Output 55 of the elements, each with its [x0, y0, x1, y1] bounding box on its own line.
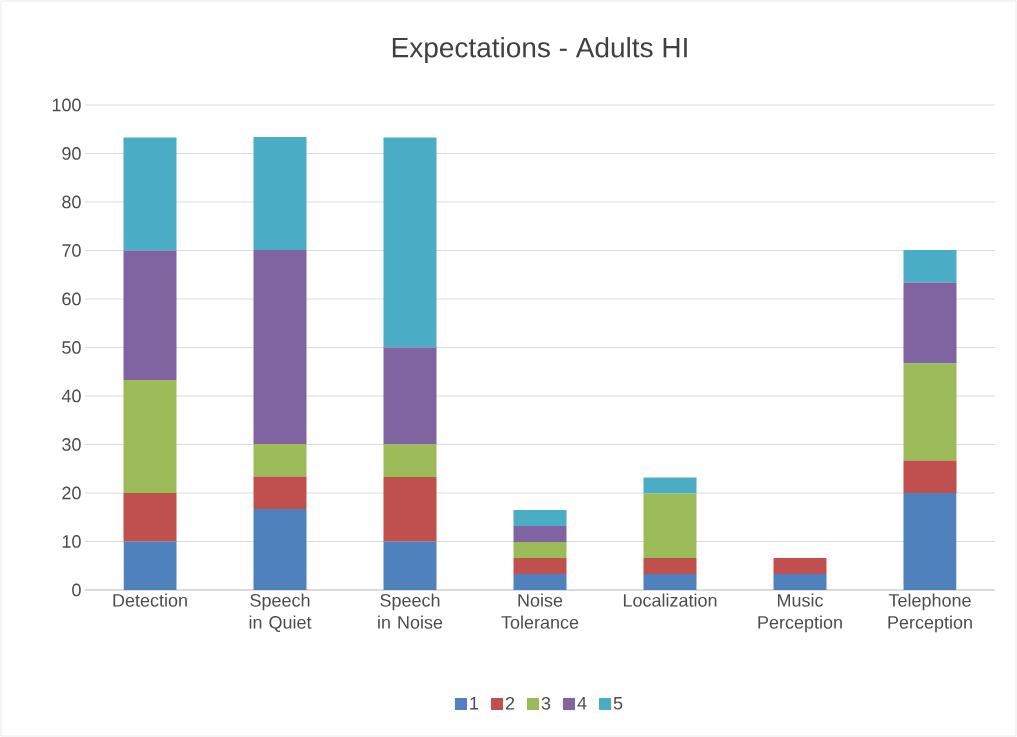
bar	[253, 509, 307, 590]
bar	[903, 282, 957, 364]
y-tick-label: 100	[52, 98, 81, 112]
bar	[643, 477, 697, 494]
bar	[643, 573, 697, 590]
bar	[643, 493, 697, 558]
y-tick-label: 20	[62, 486, 81, 500]
y-tick-label: 70	[62, 244, 81, 257]
y-tick-label: 80	[62, 195, 81, 209]
x-tick-label: Detection	[113, 593, 187, 607]
bar	[513, 541, 567, 558]
bar	[903, 250, 957, 283]
bar	[903, 363, 957, 461]
bar	[253, 476, 307, 509]
bar	[513, 557, 567, 574]
legend-label: 2	[505, 696, 515, 710]
bar	[513, 573, 567, 590]
bar	[123, 379, 177, 493]
bar	[383, 347, 437, 445]
x-tick-label: Music Perception	[758, 593, 842, 633]
bar	[123, 250, 177, 380]
bar	[643, 557, 697, 574]
bar	[513, 509, 567, 526]
bar	[253, 137, 307, 251]
bar	[773, 573, 827, 590]
y-tick-label: 60	[62, 292, 81, 306]
legend-label: 5	[613, 697, 623, 710]
bar	[513, 525, 567, 542]
bar	[903, 493, 957, 590]
y-tick-label: 40	[61, 389, 81, 403]
bar	[253, 444, 307, 477]
y-tick-label: 90	[62, 147, 81, 160]
x-tick-label: Speech in Quiet	[249, 593, 312, 632]
y-tick-label: 0	[72, 583, 81, 597]
y-tick-label: 30	[62, 438, 81, 451]
x-tick-label: Localization	[623, 593, 717, 607]
y-tick-label: 50	[62, 341, 81, 354]
bar	[383, 444, 437, 477]
legend-label: 1	[470, 697, 479, 710]
bar	[383, 137, 437, 348]
bar	[383, 541, 437, 590]
chart-title: Expectations - Adults HI	[392, 36, 687, 64]
bar	[253, 250, 307, 445]
legend-label: 4	[577, 697, 587, 710]
x-tick-label: Speech in Noise	[378, 593, 443, 629]
bar	[123, 137, 177, 251]
bar	[123, 493, 177, 542]
bar	[383, 476, 437, 542]
bar	[773, 557, 827, 574]
bar	[123, 541, 177, 590]
x-tick-label: Noise Tolerance	[501, 593, 579, 629]
legend-label: 3	[541, 696, 551, 710]
x-tick-label: Telephone Perception	[888, 593, 972, 633]
bar	[903, 460, 957, 493]
y-tick-label: 10	[62, 535, 81, 548]
